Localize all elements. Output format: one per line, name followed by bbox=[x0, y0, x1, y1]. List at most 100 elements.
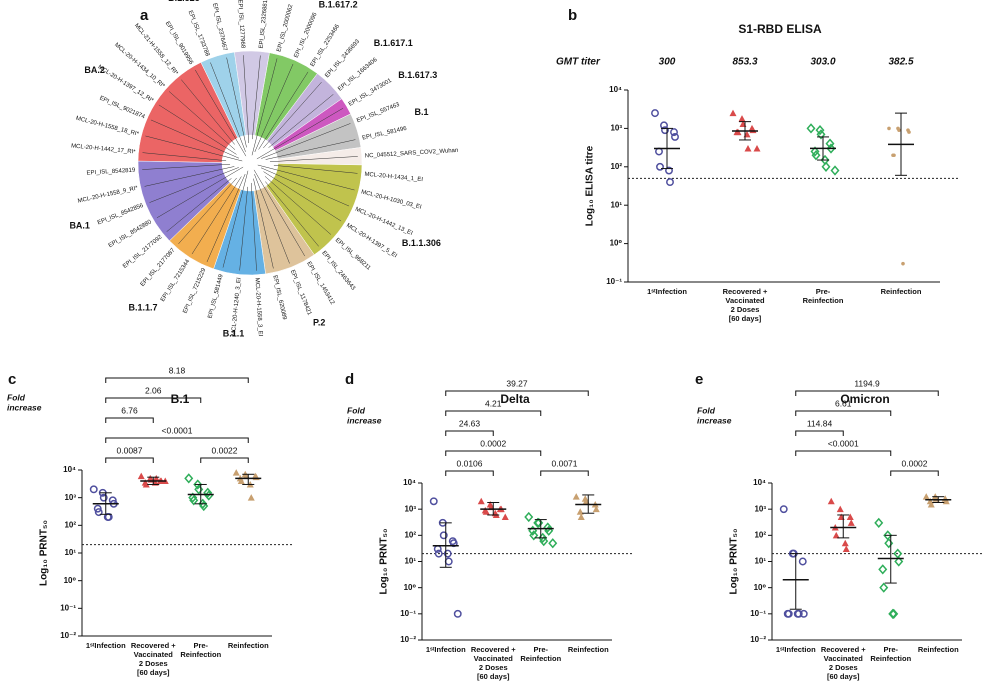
leaf-label: EPI_ISL_2000096 bbox=[294, 11, 319, 59]
leaf-label: MCL-20-H-1240_3_EI bbox=[231, 277, 243, 336]
comparison-bracket bbox=[445, 450, 542, 456]
y-axis-label: Log₁₀ ELISA titre bbox=[585, 145, 596, 226]
panel-letter: c bbox=[8, 371, 16, 388]
tree-branch bbox=[269, 156, 358, 163]
leaf-label: EPI_ISL_8542819 bbox=[86, 168, 136, 177]
comparison-bracket bbox=[890, 470, 939, 476]
comparison-label: 2.06 bbox=[145, 385, 162, 395]
x-tick-label: Reinfection bbox=[520, 654, 561, 663]
comparison-label: <0.0001 bbox=[162, 425, 193, 435]
data-point bbox=[184, 473, 194, 484]
tree-branch bbox=[251, 58, 278, 156]
tree-branch bbox=[273, 165, 358, 174]
clade-label: B.1.1 bbox=[223, 329, 245, 339]
tree-branch bbox=[252, 55, 261, 140]
tree-branch bbox=[250, 182, 257, 271]
data-point bbox=[592, 505, 600, 513]
comparison-label: 0.0022 bbox=[212, 445, 238, 455]
data-point bbox=[572, 493, 580, 500]
y-tick-label: 10² bbox=[64, 520, 76, 529]
x-tick-label: Reinfection bbox=[568, 645, 609, 654]
tree-branch bbox=[222, 170, 249, 268]
tree-branch bbox=[253, 178, 274, 269]
comparison-bracket bbox=[540, 470, 589, 476]
data-point bbox=[247, 494, 255, 501]
leaf-label: EPI_ISL_1733788 bbox=[187, 10, 211, 58]
comparison-bracket bbox=[105, 437, 249, 443]
tree-branch bbox=[254, 174, 290, 264]
data-point bbox=[656, 162, 664, 171]
data-point bbox=[199, 500, 209, 512]
leaf-label: EPI_ISL_3473001 bbox=[348, 77, 394, 107]
tree-branch bbox=[226, 57, 247, 148]
leaf-label: NC_045512_SARS_COV2_Wuhan bbox=[365, 148, 459, 160]
leaf-label: MCL-20-H-1558_3_EI bbox=[253, 278, 263, 337]
data-point bbox=[137, 472, 145, 480]
data-point bbox=[894, 556, 904, 567]
leaf-label: EPI_ISL_9021874 bbox=[98, 95, 146, 120]
fold-increase-label: increase bbox=[347, 415, 382, 425]
data-point bbox=[482, 508, 490, 515]
tree-branch bbox=[243, 55, 250, 144]
data-point bbox=[444, 557, 453, 566]
data-point bbox=[897, 128, 901, 132]
y-tick-label: 10⁻² bbox=[400, 635, 416, 644]
tree-branch bbox=[258, 71, 309, 150]
y-tick-label: 10⁰ bbox=[754, 583, 767, 592]
x-tick-label: Recovered + bbox=[471, 645, 516, 654]
comparison-bracket bbox=[445, 390, 589, 396]
data-point bbox=[887, 126, 891, 131]
data-point bbox=[193, 479, 203, 490]
data-point bbox=[539, 535, 549, 547]
y-tick-label: 10³ bbox=[64, 493, 76, 502]
data-point bbox=[830, 165, 840, 176]
tree-branch bbox=[239, 186, 248, 271]
tree-branch bbox=[253, 169, 306, 257]
x-tick-label: Recovered + bbox=[131, 641, 176, 650]
clade-label: BA.1 bbox=[69, 220, 90, 230]
x-tick-label: [60 days] bbox=[729, 314, 762, 323]
data-point bbox=[836, 505, 844, 513]
clade-label: B.1.617.3 bbox=[398, 70, 437, 80]
x-tick-label: Reinfection bbox=[803, 296, 844, 305]
y-tick-label: 10¹ bbox=[404, 557, 416, 566]
data-point bbox=[577, 513, 585, 521]
y-tick-label: 10⁰ bbox=[610, 239, 623, 248]
data-point bbox=[477, 497, 485, 505]
data-point bbox=[888, 608, 898, 619]
tree-branch bbox=[194, 69, 247, 157]
x-tick-label: Recovered + bbox=[821, 645, 866, 654]
leaf-label: EPI_ISL_8542856 bbox=[97, 203, 145, 227]
gmt-value: 382.5 bbox=[888, 57, 913, 68]
y-axis-label: Log₁₀ PRNT₅₀ bbox=[39, 520, 50, 586]
clade-sector bbox=[234, 50, 270, 136]
fold-increase-label: Fold bbox=[347, 405, 366, 415]
comparison-label: 6.76 bbox=[121, 405, 138, 415]
leaf-label: EPI_ISL_1453412 bbox=[305, 261, 335, 307]
data-point bbox=[439, 531, 448, 540]
data-point bbox=[533, 517, 543, 528]
y-tick-label: 10⁰ bbox=[64, 576, 77, 585]
y-axis-label: Log₁₀ PRNT₅₀ bbox=[729, 528, 740, 594]
data-point bbox=[922, 493, 930, 500]
x-tick-label: Vaccinated bbox=[474, 654, 514, 663]
data-point bbox=[661, 126, 669, 135]
comparison-label: 0.0087 bbox=[117, 445, 143, 455]
x-tick-label: Pre- bbox=[883, 645, 898, 654]
x-tick-label: 2 Doses bbox=[731, 305, 760, 314]
panel-letter: b bbox=[568, 7, 577, 24]
y-tick-label: 10¹ bbox=[754, 557, 766, 566]
y-tick-label: 10³ bbox=[404, 504, 416, 513]
x-tick-label: Reinfection bbox=[228, 641, 269, 650]
gmt-value: 303.0 bbox=[810, 57, 835, 68]
y-tick-label: 10⁻² bbox=[750, 635, 766, 644]
fold-increase-label: Fold bbox=[697, 405, 716, 415]
x-tick-label: Reinfection bbox=[918, 645, 959, 654]
data-point bbox=[811, 150, 821, 161]
clade-label: B.1.1.306 bbox=[402, 238, 441, 248]
tree-branch bbox=[260, 167, 350, 207]
y-tick-label: 10⁻¹ bbox=[606, 277, 622, 286]
comparison-label: 0.0106 bbox=[457, 458, 483, 468]
data-point bbox=[524, 511, 534, 523]
